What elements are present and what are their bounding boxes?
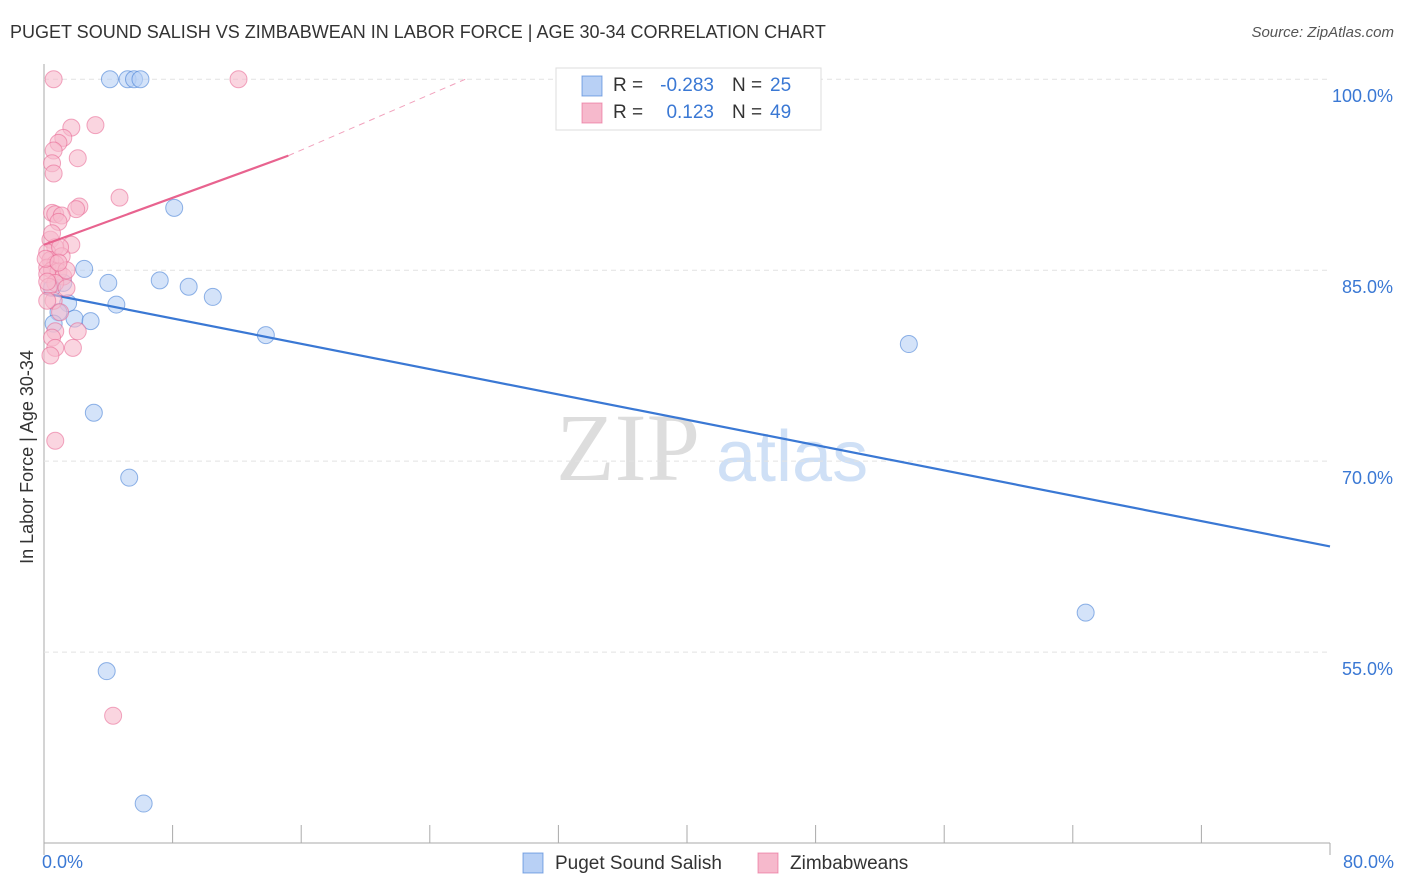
point [38, 272, 57, 291]
stat-label: N = [732, 102, 762, 123]
point [165, 198, 184, 217]
point [44, 70, 63, 89]
y-axis-label: In Labor Force | Age 30-34 [17, 350, 37, 564]
trend-line [288, 78, 466, 157]
point [104, 706, 123, 725]
point [57, 279, 76, 298]
y-tick-label: 70.0% [1342, 468, 1393, 488]
x-tick-label: 80.0% [1343, 852, 1394, 872]
legend-label: Zimbabweans [790, 853, 908, 874]
y-tick-label: 85.0% [1342, 277, 1393, 297]
point [110, 188, 129, 207]
point [41, 346, 60, 365]
point [68, 322, 87, 341]
point [120, 468, 139, 487]
point [97, 662, 116, 681]
stat-label: R = [613, 102, 643, 123]
point [38, 291, 57, 310]
point [134, 794, 153, 813]
y-tick-label: 100.0% [1332, 86, 1393, 106]
point [86, 116, 105, 135]
stat-value: 0.123 [666, 102, 714, 123]
stat-value: 25 [770, 75, 791, 96]
watermark: ZIP [556, 394, 700, 501]
point [131, 70, 150, 89]
point [179, 277, 198, 296]
point [81, 312, 100, 331]
stat-label: N = [732, 75, 762, 96]
point [51, 303, 70, 322]
point [107, 295, 126, 314]
stat-value: 49 [770, 102, 791, 123]
point [49, 253, 68, 272]
legend-swatch [581, 75, 603, 97]
trend-line [43, 292, 1331, 548]
point [44, 164, 63, 183]
point [75, 259, 94, 278]
legend-swatch [581, 102, 603, 124]
point [84, 403, 103, 422]
stat-label: R = [613, 75, 643, 96]
point [150, 271, 169, 290]
chart-title: PUGET SOUND SALISH VS ZIMBABWEAN IN LABO… [10, 22, 826, 42]
point [100, 70, 119, 89]
stat-value: -0.283 [660, 75, 714, 96]
point [46, 431, 65, 450]
x-tick-label: 0.0% [42, 852, 83, 872]
trend-line [43, 154, 289, 246]
point [899, 335, 918, 354]
point [63, 338, 82, 357]
point [229, 70, 248, 89]
point [1076, 603, 1095, 622]
source: Source: ZipAtlas.com [1251, 24, 1394, 41]
legend-swatch [757, 852, 779, 874]
y-tick-label: 55.0% [1342, 659, 1393, 679]
legend-swatch [522, 852, 544, 874]
point [203, 287, 222, 306]
point [99, 273, 118, 292]
point [68, 149, 87, 168]
legend-label: Puget Sound Salish [555, 853, 722, 874]
